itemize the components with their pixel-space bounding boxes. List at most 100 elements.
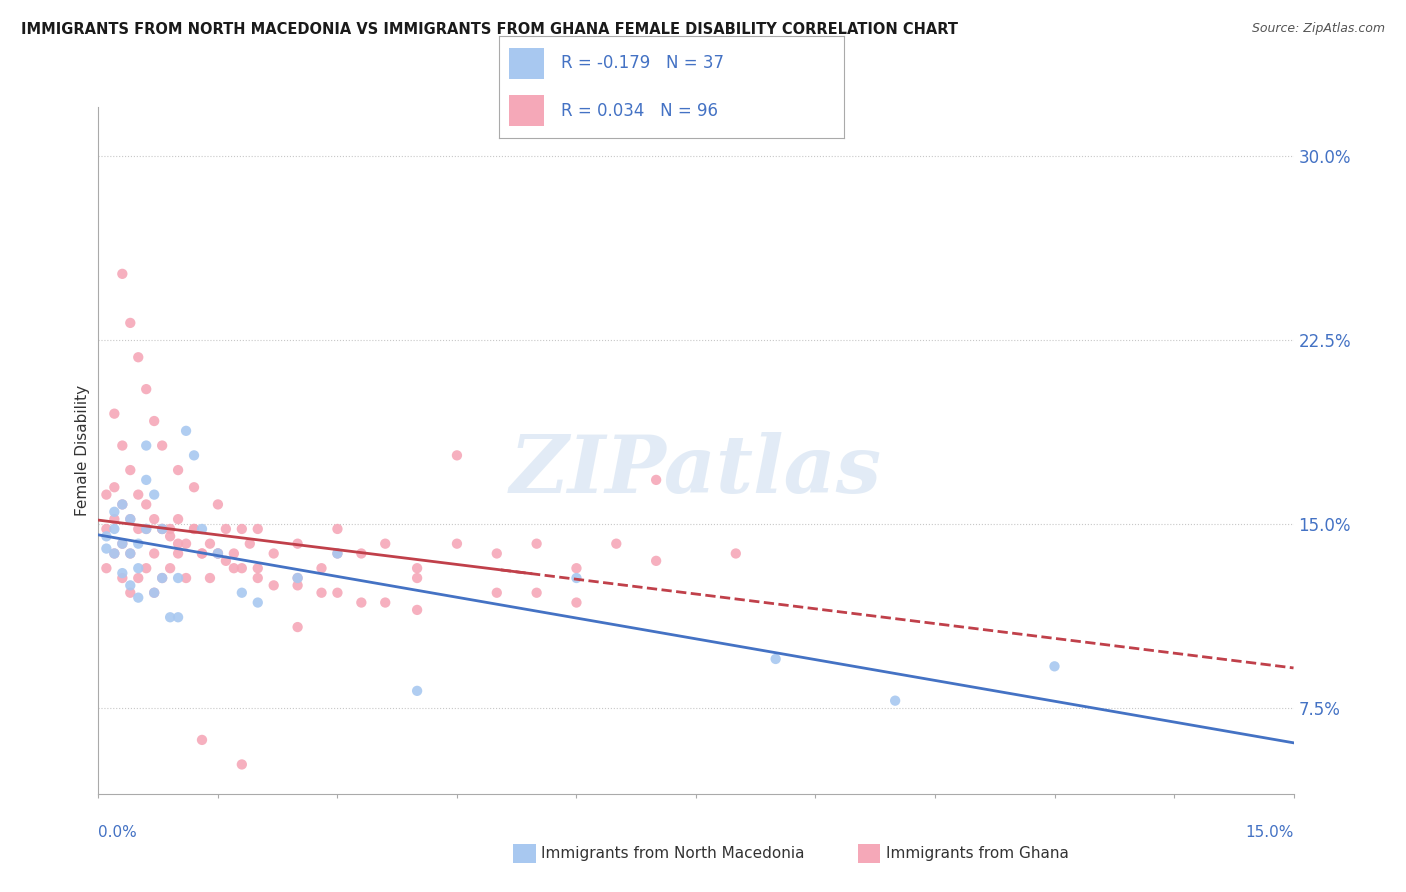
Text: R = 0.034   N = 96: R = 0.034 N = 96 [561,102,718,120]
Point [150,522,173,536]
Bar [509,95,544,126]
Point [374,537,396,551]
Point [135,382,157,396]
Bar [509,48,544,78]
Point [103,480,125,494]
Point [150,571,173,585]
Point [111,566,134,581]
Point [765,652,787,666]
Text: 15.0%: 15.0% [1246,825,1294,840]
Point [96,522,118,536]
Point [120,578,142,592]
Point [143,414,166,428]
Point [215,522,238,536]
Point [884,694,907,708]
Text: 0.0%: 0.0% [98,825,138,840]
Point [191,733,214,747]
Point [565,571,588,585]
Point [311,561,333,575]
Point [167,512,190,526]
Point [159,522,181,536]
Point [127,487,149,501]
Point [103,546,125,561]
Point [120,512,142,526]
Point [326,546,349,561]
Point [207,546,229,561]
Point [406,603,429,617]
Point [127,591,149,605]
Text: Source: ZipAtlas.com: Source: ZipAtlas.com [1251,22,1385,36]
Point [246,522,269,536]
Point [287,571,309,585]
Point [222,561,245,575]
Point [111,439,134,453]
Point [159,610,181,624]
Point [111,498,134,512]
Point [96,487,118,501]
Point [198,571,221,585]
Point [215,554,238,568]
Point [143,546,166,561]
Text: Immigrants from Ghana: Immigrants from Ghana [886,847,1069,861]
Point [287,537,309,551]
Point [143,585,166,599]
Text: R = -0.179   N = 37: R = -0.179 N = 37 [561,54,724,72]
Point [246,596,269,610]
Text: IMMIGRANTS FROM NORTH MACEDONIA VS IMMIGRANTS FROM GHANA FEMALE DISABILITY CORRE: IMMIGRANTS FROM NORTH MACEDONIA VS IMMIG… [21,22,957,37]
Point [724,546,747,561]
Point [150,439,173,453]
Text: ZIPatlas: ZIPatlas [510,433,882,510]
Point [446,537,468,551]
Point [127,350,149,364]
Point [231,585,253,599]
Point [120,585,142,599]
Point [135,498,157,512]
Point [127,537,149,551]
Point [287,571,309,585]
Point [311,585,333,599]
Point [231,561,253,575]
Point [222,546,245,561]
Point [1043,659,1066,673]
Point [350,546,373,561]
Point [135,561,157,575]
Point [120,463,142,477]
Point [263,578,285,592]
Point [183,480,205,494]
Point [326,546,349,561]
Point [135,522,157,536]
Point [406,571,429,585]
Point [143,585,166,599]
Point [526,537,548,551]
Point [191,546,214,561]
Point [198,537,221,551]
Point [120,546,142,561]
Point [120,316,142,330]
Y-axis label: Female Disability: Female Disability [75,384,90,516]
Point [135,522,157,536]
Point [605,537,627,551]
Point [526,585,548,599]
Point [127,522,149,536]
Point [183,449,205,463]
Point [326,585,349,599]
Point [127,561,149,575]
Point [239,537,262,551]
Point [167,537,190,551]
Point [485,585,508,599]
Point [174,571,197,585]
Point [645,473,668,487]
Point [231,757,253,772]
Point [96,561,118,575]
Point [446,449,468,463]
Point [183,522,205,536]
Point [167,463,190,477]
Point [246,561,269,575]
Point [406,683,429,698]
Point [96,529,118,543]
Point [263,546,285,561]
Point [167,610,190,624]
Point [485,546,508,561]
Point [103,505,125,519]
Point [645,554,668,568]
